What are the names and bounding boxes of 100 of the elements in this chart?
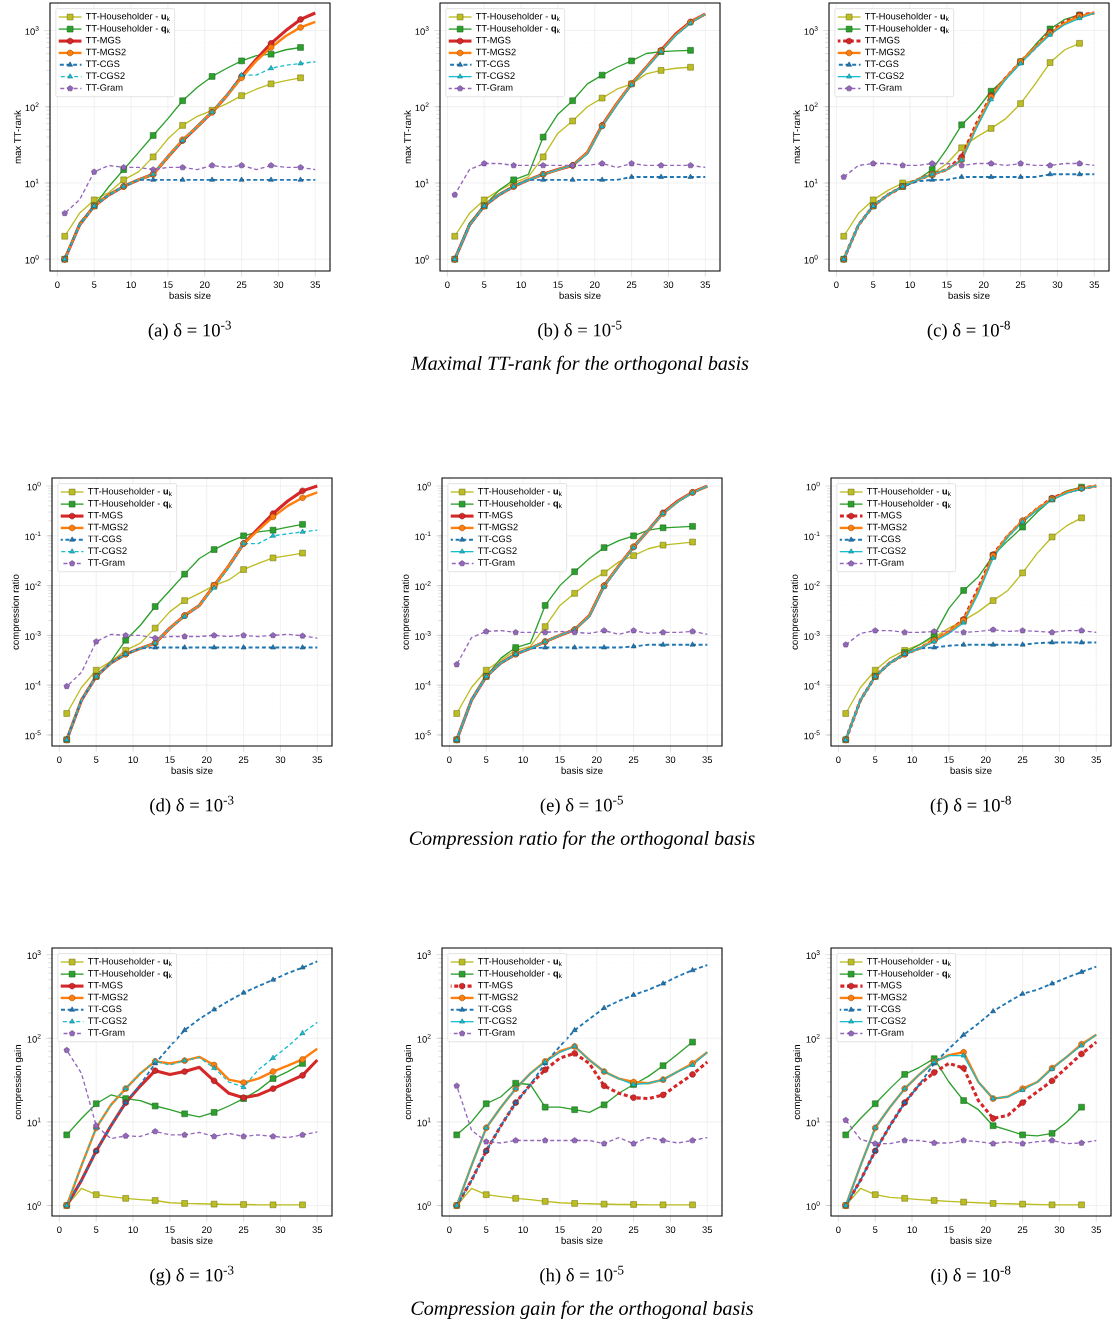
x-tick-label: 0: [57, 756, 62, 764]
x-tick-label: 5: [871, 281, 876, 288]
x-tick-label: 5: [93, 756, 99, 763]
legend-label: TT-CGS2: [866, 1017, 906, 1024]
x-axis-title: basis size: [171, 766, 213, 774]
x-tick-label: 0: [836, 1226, 841, 1234]
y-tick-label: 10$^{-4}$: [804, 680, 820, 690]
y-tick-label: 10$^{-5}$: [25, 730, 41, 740]
text: (a) δ = 10$^{-3}$: [148, 320, 231, 341]
x-tick-label: 0: [55, 281, 60, 288]
x-tick-label: 35: [312, 1226, 323, 1234]
x-tick-label: 5: [484, 756, 489, 763]
x-tick-label: 10: [516, 281, 526, 288]
y-axis-title: compression ratio: [401, 574, 411, 650]
x-tick-label: 30: [273, 281, 284, 288]
x-tick-label: 35: [312, 756, 323, 764]
legend-label: TT-CGS: [87, 1005, 122, 1013]
legend-label: TT-CGS2: [477, 1017, 517, 1024]
x-tick-label: 25: [1017, 1226, 1028, 1234]
text: (g) δ = 10$^{-3}$: [150, 1265, 234, 1286]
x-tick-label: 10: [907, 756, 917, 764]
x-tick-label: 35: [700, 281, 711, 288]
x-tick-label: 10: [126, 281, 136, 288]
y-tick-label: 10$^{0}$: [806, 481, 820, 491]
legend-label: TT-MGS: [85, 36, 121, 44]
y-axis-title: compression gain: [793, 1045, 803, 1120]
x-tick-label: 5: [873, 1226, 878, 1233]
text: (e) δ = 10$^{-5}$: [540, 795, 623, 816]
y-tick-label: 10$^{2}$: [27, 1033, 41, 1043]
x-tick-label: 30: [275, 756, 286, 764]
legend-label: TT-Householder - q$_{k}$: [85, 24, 170, 34]
y-tick-label: 10$^{3}$: [415, 26, 429, 35]
x-tick-label: 25: [628, 1226, 639, 1234]
x-tick-label: 30: [665, 756, 676, 764]
x-tick-label: 20: [981, 1226, 991, 1234]
x-tick-label: 15: [553, 281, 563, 288]
x-tick-label: 5: [93, 1226, 99, 1233]
legend-label: TT-MGS: [866, 511, 902, 519]
x-tick-label: 35: [1091, 1226, 1102, 1234]
y-tick-label: 10$^{1}$: [804, 178, 818, 188]
x-axis-title: basis size: [559, 291, 601, 299]
y-tick-label: 10$^{1}$: [25, 178, 39, 188]
legend-label: TT-Gram: [85, 84, 123, 91]
y-tick-label: 10$^{-4}$: [25, 680, 41, 690]
x-tick-label: 20: [202, 756, 212, 764]
y-tick-label: 10$^{0}$: [417, 481, 431, 491]
legend-label: TT-Householder - q$_{k}$: [866, 499, 951, 509]
x-tick-label: 10: [518, 756, 528, 764]
y-tick-label: 10$^{-3}$: [804, 631, 820, 640]
x-tick-label: 35: [702, 756, 713, 764]
legend-label: TT-Gram: [477, 1029, 515, 1036]
x-tick-label: 5: [91, 281, 97, 288]
legend-label: TT-CGS2: [864, 72, 904, 79]
x-tick-label: 30: [663, 281, 674, 288]
legend-label: TT-Householder - q$_{k}$: [864, 24, 949, 34]
y-tick-label: 10$^{-1}$: [25, 531, 41, 541]
legend-label: TT-MGS: [864, 36, 900, 44]
y-tick-label: 10$^{0}$: [806, 1201, 820, 1210]
y-tick-label: 10$^{3}$: [806, 950, 820, 960]
y-tick-label: 10$^{2}$: [25, 102, 39, 112]
legend-label: TT-CGS: [866, 1005, 901, 1013]
legend-label: TT-CGS2: [477, 547, 517, 554]
y-tick-label: 10$^{0}$: [415, 254, 429, 264]
y-tick-label: 10$^{-5}$: [804, 730, 820, 740]
y-axis-title: max TT-rank: [403, 110, 412, 164]
x-tick-label: 30: [1052, 281, 1063, 288]
x-tick-label: 25: [238, 756, 249, 764]
legend-label: TT-MGS2: [866, 523, 907, 531]
legend-label: TT-Gram: [477, 559, 515, 566]
x-tick-label: 10: [905, 281, 915, 288]
y-tick-label: 10$^{-1}$: [415, 531, 431, 541]
x-tick-label: 0: [445, 281, 450, 288]
legend-label: TT-CGS2: [475, 72, 515, 79]
legend-label: TT-CGS2: [87, 1017, 127, 1024]
legend-label: TT-Householder - u$_{k}$: [85, 12, 170, 22]
x-axis-title: basis size: [950, 1236, 992, 1244]
x-tick-label: 35: [702, 1226, 713, 1234]
x-tick-label: 15: [555, 756, 565, 763]
x-tick-label: 0: [57, 1226, 62, 1234]
legend-label: TT-MGS2: [87, 523, 128, 531]
legend-label: TT-CGS: [866, 535, 901, 543]
x-tick-label: 15: [165, 756, 175, 763]
x-tick-label: 25: [238, 1226, 249, 1234]
legend-label: TT-MGS: [477, 511, 513, 519]
x-tick-label: 10: [128, 1226, 138, 1234]
y-tick-label: 10$^{3}$: [25, 26, 39, 35]
x-tick-label: 5: [873, 756, 878, 763]
x-tick-label: 20: [981, 756, 991, 764]
text: (d) δ = 10$^{-3}$: [150, 795, 234, 816]
x-tick-label: 35: [1089, 281, 1100, 288]
legend-label: TT-Householder - q$_{k}$: [866, 969, 951, 979]
y-tick-label: 10$^{-3}$: [415, 631, 431, 640]
legend-label: TT-Householder - q$_{k}$: [477, 969, 562, 979]
text: (i) δ = 10$^{-8}$: [931, 1265, 1011, 1286]
text: Maximal TT-rank for the orthogonal basis: [410, 355, 749, 375]
x-tick-label: 25: [1017, 756, 1028, 764]
y-tick-label: 10$^{0}$: [27, 481, 41, 491]
y-tick-label: 10$^{-1}$: [804, 531, 820, 541]
legend-label: TT-CGS: [85, 60, 120, 68]
text: Compression ratio for the orthogonal basis: [409, 830, 755, 850]
